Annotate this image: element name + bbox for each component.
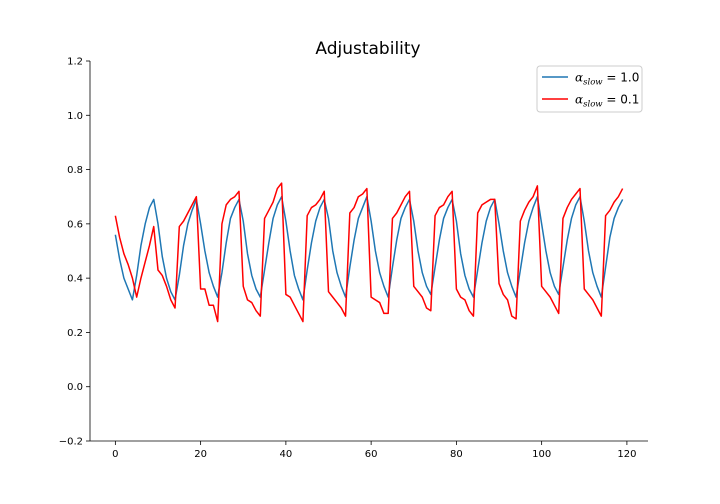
x-tick-label: 0	[112, 449, 118, 460]
x-tick-label: 100	[532, 449, 551, 460]
legend-symbol: α	[575, 71, 583, 85]
legend-value: = 1.0	[603, 71, 640, 85]
legend-label-1: αslow = 1.0	[575, 71, 639, 88]
x-tick-label: 20	[194, 449, 207, 460]
legend-subscript: slow	[583, 100, 603, 110]
axes: 0 20 40 60 80 100 120 −0.2 0.0 0.2 0.4 0.6 0.8 1.0 1.2	[59, 57, 648, 460]
y-tick-label: 0.4	[67, 274, 83, 285]
series-layer	[114, 182, 624, 323]
chart-title: Adjustability	[315, 39, 420, 59]
x-tick-label: 80	[450, 449, 463, 460]
legend-value: = 0.1	[603, 93, 640, 107]
y-tick-label: −0.2	[59, 437, 83, 448]
x-tick-label: 60	[365, 449, 378, 460]
y-tick-label: 1.0	[67, 111, 83, 122]
x-tick-label: 40	[280, 449, 293, 460]
legend-subscript: slow	[583, 78, 603, 88]
y-tick-label: 1.2	[67, 57, 83, 68]
x-tick-label: 120	[617, 449, 636, 460]
y-tick-label: 0.8	[67, 165, 83, 176]
legend-label-2: αslow = 0.1	[575, 93, 639, 110]
y-tick-label: 0.0	[67, 382, 83, 393]
y-tick-label: 0.2	[67, 328, 83, 339]
series-line-2	[114, 182, 624, 323]
legend-symbol: α	[575, 93, 583, 107]
y-tick-label: 0.6	[67, 219, 83, 230]
